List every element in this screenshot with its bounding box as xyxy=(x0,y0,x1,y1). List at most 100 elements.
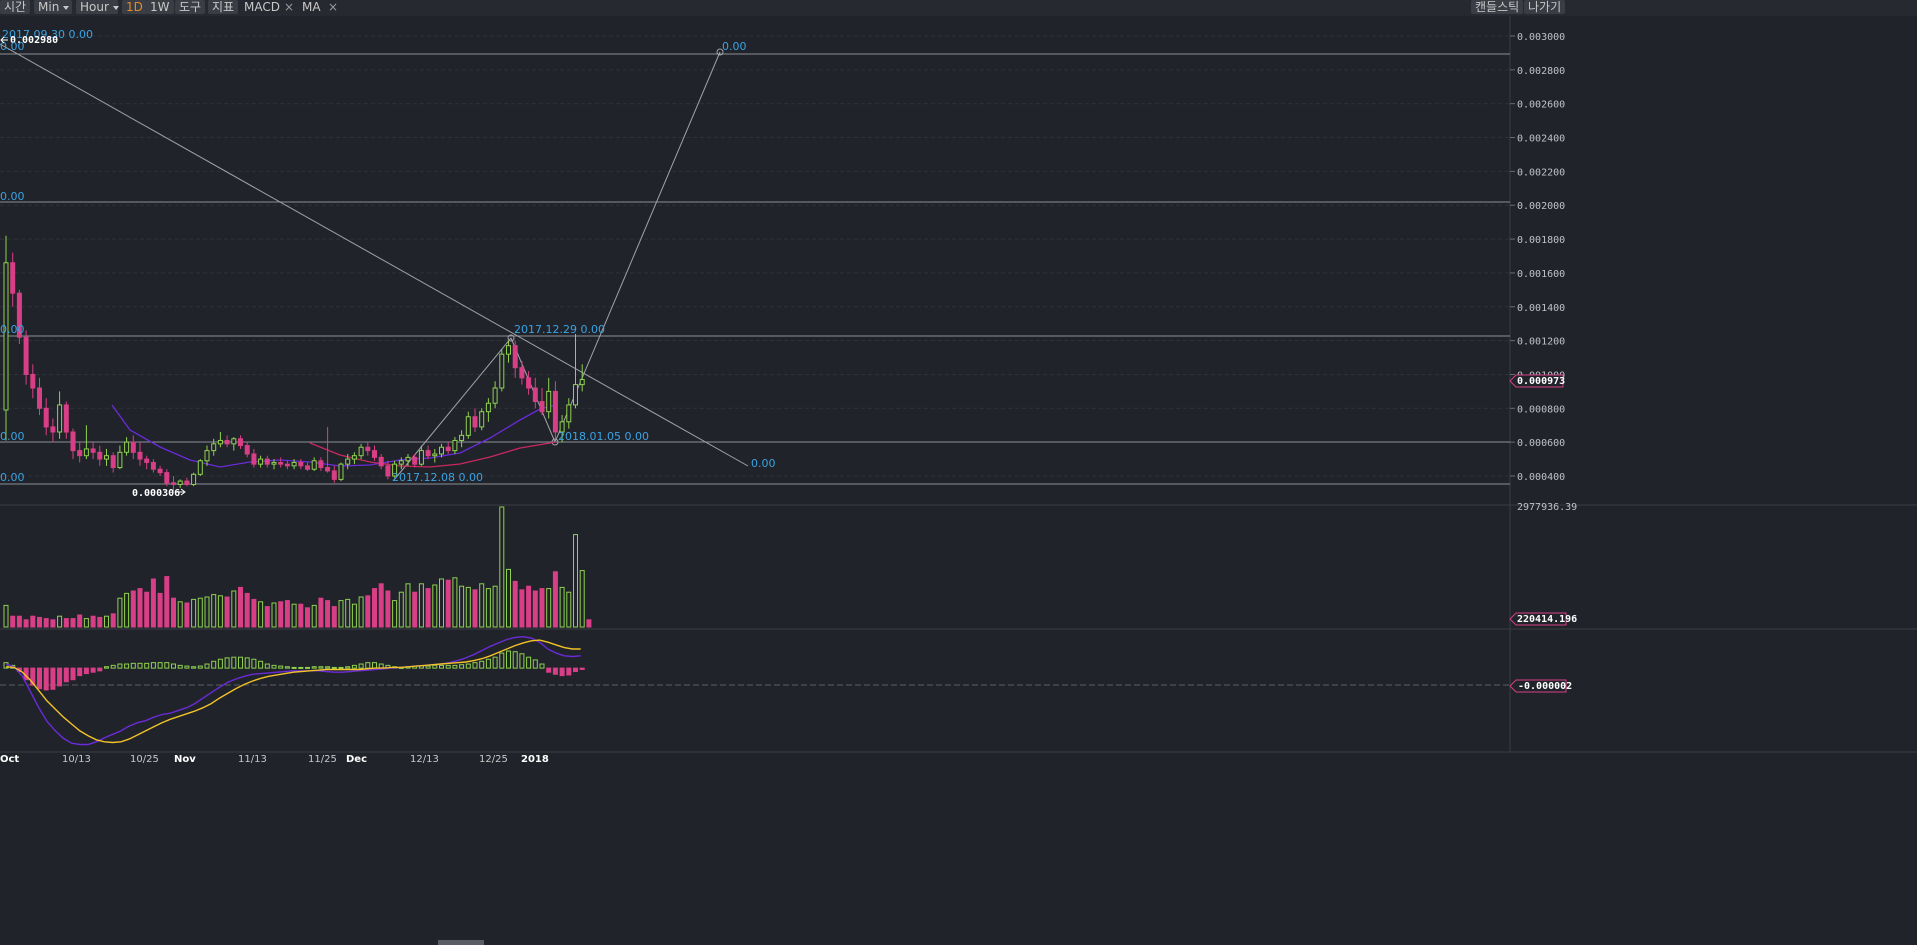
macd-histogram-bar xyxy=(184,665,190,669)
macd-histogram-bar xyxy=(191,666,197,669)
volume-bar xyxy=(512,580,518,628)
descending-trendline[interactable] xyxy=(0,43,749,467)
volume-bar xyxy=(137,588,143,628)
remove-macd-icon[interactable]: × xyxy=(284,0,295,14)
volume-bar xyxy=(217,595,223,628)
volume-bar xyxy=(144,591,150,628)
price-tick-label: 0.002200 xyxy=(1517,167,1565,178)
volume-bar xyxy=(338,600,344,628)
time-label-button[interactable]: 시간 xyxy=(0,0,31,14)
candle-body xyxy=(50,426,56,433)
volume-bar xyxy=(465,586,471,628)
remove-ma-icon[interactable]: × xyxy=(328,0,339,14)
price-tick-label: 0.000600 xyxy=(1517,438,1565,449)
indicators-button[interactable]: 지표 xyxy=(208,0,239,14)
volume-bar xyxy=(566,591,572,628)
macd-histogram-bar xyxy=(492,656,498,669)
candle-body xyxy=(298,461,304,467)
macd-histogram-bar xyxy=(70,667,76,681)
candle-body xyxy=(104,455,109,460)
candle-body xyxy=(284,463,290,467)
hour-interval-select[interactable]: Hour xyxy=(76,0,119,14)
volume-bar xyxy=(311,604,317,628)
week-interval-button[interactable]: 1W xyxy=(146,0,174,14)
macd-histogram-bar xyxy=(459,664,465,669)
macd-histogram-bar xyxy=(526,656,532,669)
candle-body xyxy=(546,390,552,413)
macd-histogram-bar xyxy=(425,665,431,669)
candle-body xyxy=(37,387,42,409)
price-tick-label: 0.000400 xyxy=(1517,472,1565,483)
macd-histogram-bar xyxy=(57,667,63,687)
top-left-price-label: 0.002980 xyxy=(10,35,58,46)
candle-body xyxy=(499,353,505,389)
volume-bar xyxy=(224,596,230,628)
tools-button[interactable]: 도구 xyxy=(175,0,206,14)
price-tick-label: 0.001200 xyxy=(1517,337,1565,348)
volume-bar xyxy=(526,585,532,628)
macd-histogram-bar xyxy=(351,664,357,669)
candle-body xyxy=(331,470,337,480)
volume-bar xyxy=(50,619,56,628)
candle-body xyxy=(439,446,444,455)
volume-bar xyxy=(271,602,277,628)
dip-handle[interactable] xyxy=(551,438,559,446)
volume-bar xyxy=(305,607,310,628)
candle-body xyxy=(365,446,371,452)
volume-series xyxy=(3,506,592,628)
macd-histogram-bar xyxy=(305,666,310,669)
candle-body xyxy=(63,404,69,433)
candle-body xyxy=(3,262,9,411)
macd-histogram-bar xyxy=(264,663,270,669)
macd-histogram-bar xyxy=(43,667,49,691)
volume-bar xyxy=(204,596,210,628)
volume-bar xyxy=(318,597,324,628)
peak-handle[interactable] xyxy=(507,334,515,342)
macd-histogram-bar xyxy=(372,662,377,669)
exit-button[interactable]: 나가기 xyxy=(1524,0,1566,14)
low-price-label: 0.000306 xyxy=(132,488,180,499)
candle-body xyxy=(512,345,518,369)
volume-bar xyxy=(459,585,465,628)
volume-bar xyxy=(70,618,76,628)
macd-histogram-bar xyxy=(238,656,243,669)
projection-handle[interactable] xyxy=(716,48,724,56)
volume-bar xyxy=(291,603,297,628)
volume-bar xyxy=(37,616,42,628)
time-scrollbar[interactable] xyxy=(438,940,484,945)
macd-histogram-bar xyxy=(506,650,511,669)
price-tick-label: 0.001800 xyxy=(1517,235,1565,246)
chevron-down-icon xyxy=(112,5,119,10)
candle-body xyxy=(398,460,404,465)
volume-bar xyxy=(97,616,103,628)
current-volume-tag: 220414.196 xyxy=(1509,612,1577,626)
macd-histogram-bar xyxy=(452,664,458,669)
candle-body xyxy=(325,467,331,472)
candle-body xyxy=(184,480,190,485)
macd-series xyxy=(3,635,585,746)
volume-bar xyxy=(365,595,371,628)
volume-bar xyxy=(532,590,538,628)
candle-body xyxy=(311,460,317,470)
macd-histogram-bar xyxy=(130,662,136,669)
wave-line[interactable] xyxy=(393,337,512,481)
top-left-value-label: 0.00 xyxy=(0,40,25,53)
day-interval-button[interactable]: 1D xyxy=(122,0,147,14)
candle-body xyxy=(157,468,163,474)
time-tick-label: 10/25 xyxy=(130,754,159,765)
candle-body xyxy=(485,402,491,413)
volume-bar xyxy=(539,588,545,628)
time-tick-label: 12/13 xyxy=(410,754,439,765)
candle-body xyxy=(318,460,324,469)
candle-body xyxy=(10,262,16,294)
volume-bar xyxy=(157,592,163,628)
volume-bar xyxy=(412,591,418,628)
candlestick-type-button[interactable]: 캔들스틱 xyxy=(1471,0,1524,14)
volume-bar xyxy=(385,590,391,628)
volume-bar xyxy=(191,598,197,628)
candle-body xyxy=(532,387,538,403)
macd-histogram-bar xyxy=(579,667,585,670)
minute-interval-select[interactable]: Min xyxy=(34,0,72,14)
candle-body xyxy=(479,411,485,428)
